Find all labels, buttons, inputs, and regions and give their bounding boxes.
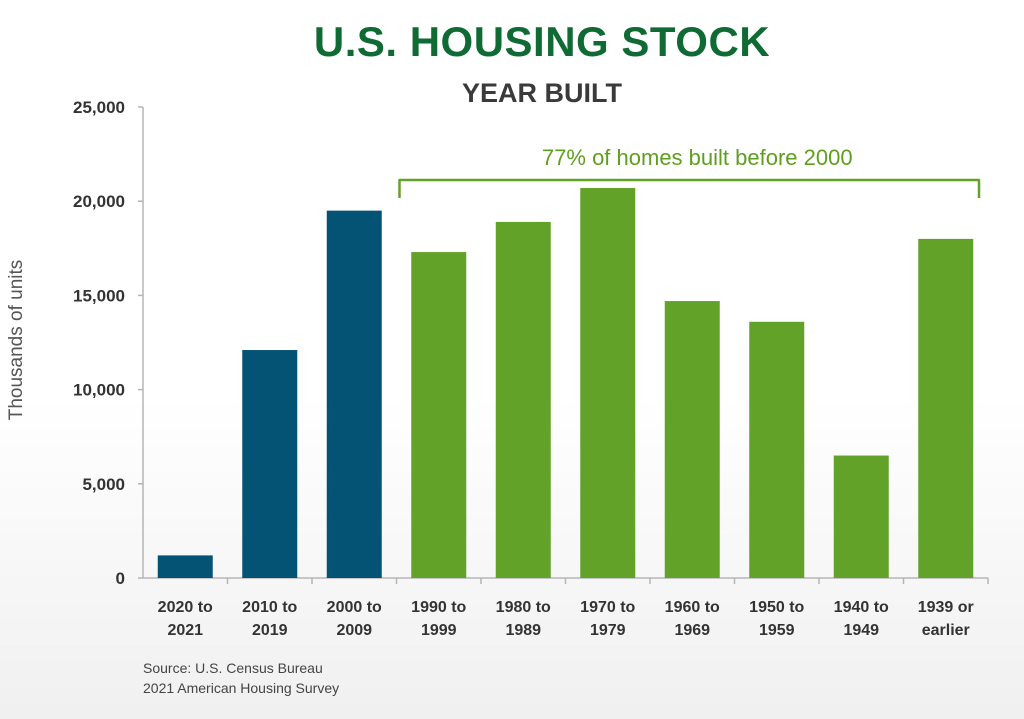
x-tick-label: 2020 to 2021	[158, 599, 213, 639]
bracket-line	[398, 178, 981, 198]
y-tick-label: 0	[116, 569, 125, 588]
source-line-2: 2021 American Housing Survey	[143, 680, 340, 696]
x-tick-label: 1940 to 1949	[834, 599, 889, 639]
x-tick-label: 2000 to 2009	[327, 599, 382, 639]
x-tick-label: 1939 or earlier	[918, 599, 974, 639]
y-tick-label: 15,000	[73, 286, 125, 305]
x-tick-label: 1960 to 1969	[665, 599, 720, 639]
bar	[326, 210, 382, 578]
bar	[749, 321, 805, 578]
y-tick-label: 25,000	[73, 98, 125, 117]
annotation-text: 77% of homes built before 2000	[542, 145, 853, 170]
y-tick-label: 10,000	[73, 381, 125, 400]
source-note: Source: U.S. Census Bureau 2021 American…	[143, 658, 339, 698]
x-tick-label: 2010 to 2019	[242, 599, 297, 639]
annotation-bracket: 77% of homes built before 2000	[398, 145, 981, 198]
y-tick-label: 5,000	[82, 475, 125, 494]
y-ticks: 0 5,000 10,000 15,000 20,000 25,000	[73, 98, 143, 588]
bar	[242, 350, 298, 578]
bar	[157, 555, 213, 578]
x-tick-label: 1990 to 1999	[411, 599, 466, 639]
source-line-1: Source: U.S. Census Bureau	[143, 660, 323, 676]
chart-title: U.S. HOUSING STOCK	[313, 18, 771, 65]
bar	[580, 188, 636, 578]
chart-subtitle: YEAR BUILT	[462, 78, 622, 108]
bar	[411, 252, 467, 578]
x-tick-label: 1950 to 1959	[749, 599, 804, 639]
bar	[664, 301, 720, 578]
y-tick-label: 20,000	[73, 192, 125, 211]
bars	[157, 188, 974, 578]
x-ticks: 2020 to 2021 2010 to 2019 2000 to 2009 1990 to…	[158, 578, 989, 639]
x-tick-label: 1980 to 1989	[496, 599, 551, 639]
bar	[833, 455, 889, 578]
bar	[918, 238, 974, 578]
bar	[495, 221, 551, 578]
x-tick-label: 1970 to 1979	[580, 599, 635, 639]
